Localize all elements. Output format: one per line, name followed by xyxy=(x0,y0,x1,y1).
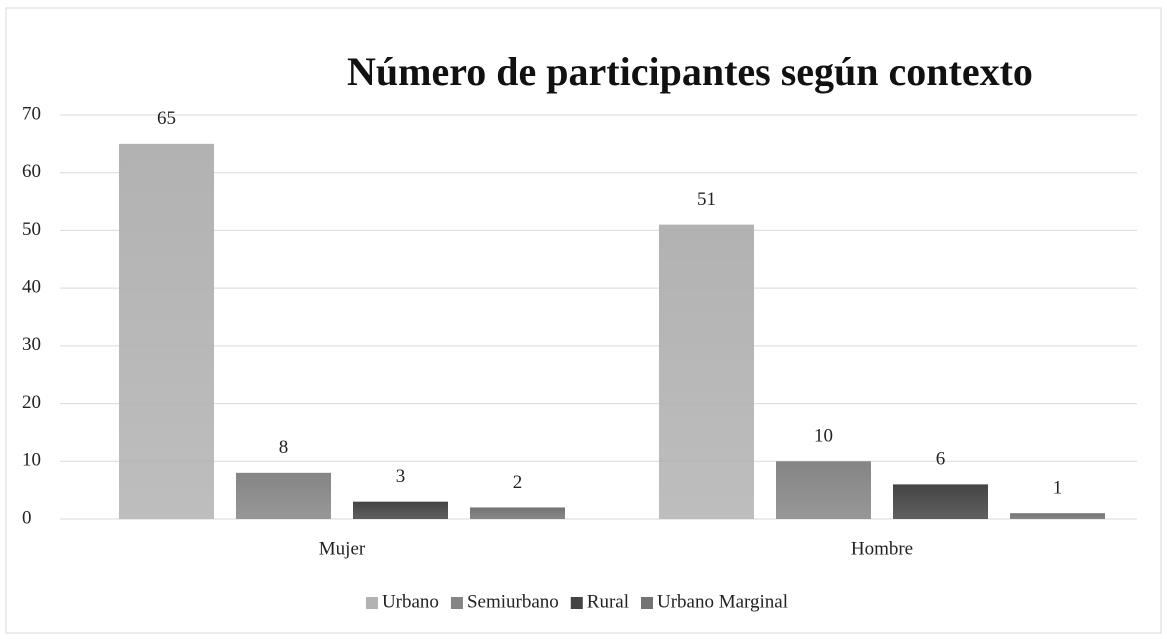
x-tick-label: Mujer xyxy=(319,538,366,559)
y-tick-label: 10 xyxy=(22,450,41,471)
y-tick-label: 20 xyxy=(22,392,41,413)
y-tick-label: 70 xyxy=(22,103,41,124)
bar xyxy=(236,472,331,519)
bar xyxy=(776,461,871,519)
legend-label: Semiurbano xyxy=(467,591,559,612)
data-label: 51 xyxy=(697,189,716,210)
data-label: 8 xyxy=(279,437,289,458)
bar xyxy=(353,501,448,519)
legend-swatch xyxy=(640,597,653,609)
data-label: 6 xyxy=(936,449,946,470)
bar xyxy=(893,484,988,519)
data-label: 10 xyxy=(814,426,833,447)
y-tick-label: 60 xyxy=(22,161,41,182)
y-tick-label: 30 xyxy=(22,334,41,355)
y-tick-label: 50 xyxy=(22,219,41,240)
data-label: 3 xyxy=(396,466,406,487)
data-label: 2 xyxy=(513,472,523,493)
legend-swatch xyxy=(450,597,463,609)
bar xyxy=(659,224,754,519)
data-label: 1 xyxy=(1053,478,1063,499)
bar xyxy=(119,143,214,519)
data-label: 65 xyxy=(157,108,176,129)
legend-swatch xyxy=(570,597,583,609)
bar xyxy=(1010,513,1105,519)
y-tick-label: 0 xyxy=(22,507,32,528)
bar xyxy=(470,507,565,519)
legend-label: Urbano Marginal xyxy=(657,591,788,612)
chart-title: Número de participantes según contexto xyxy=(347,49,1033,94)
y-tick-label: 40 xyxy=(22,277,41,298)
legend-label: Urbano xyxy=(382,591,439,612)
x-tick-label: Hombre xyxy=(851,538,913,559)
legend-swatch xyxy=(365,597,378,609)
legend-label: Rural xyxy=(587,591,629,612)
